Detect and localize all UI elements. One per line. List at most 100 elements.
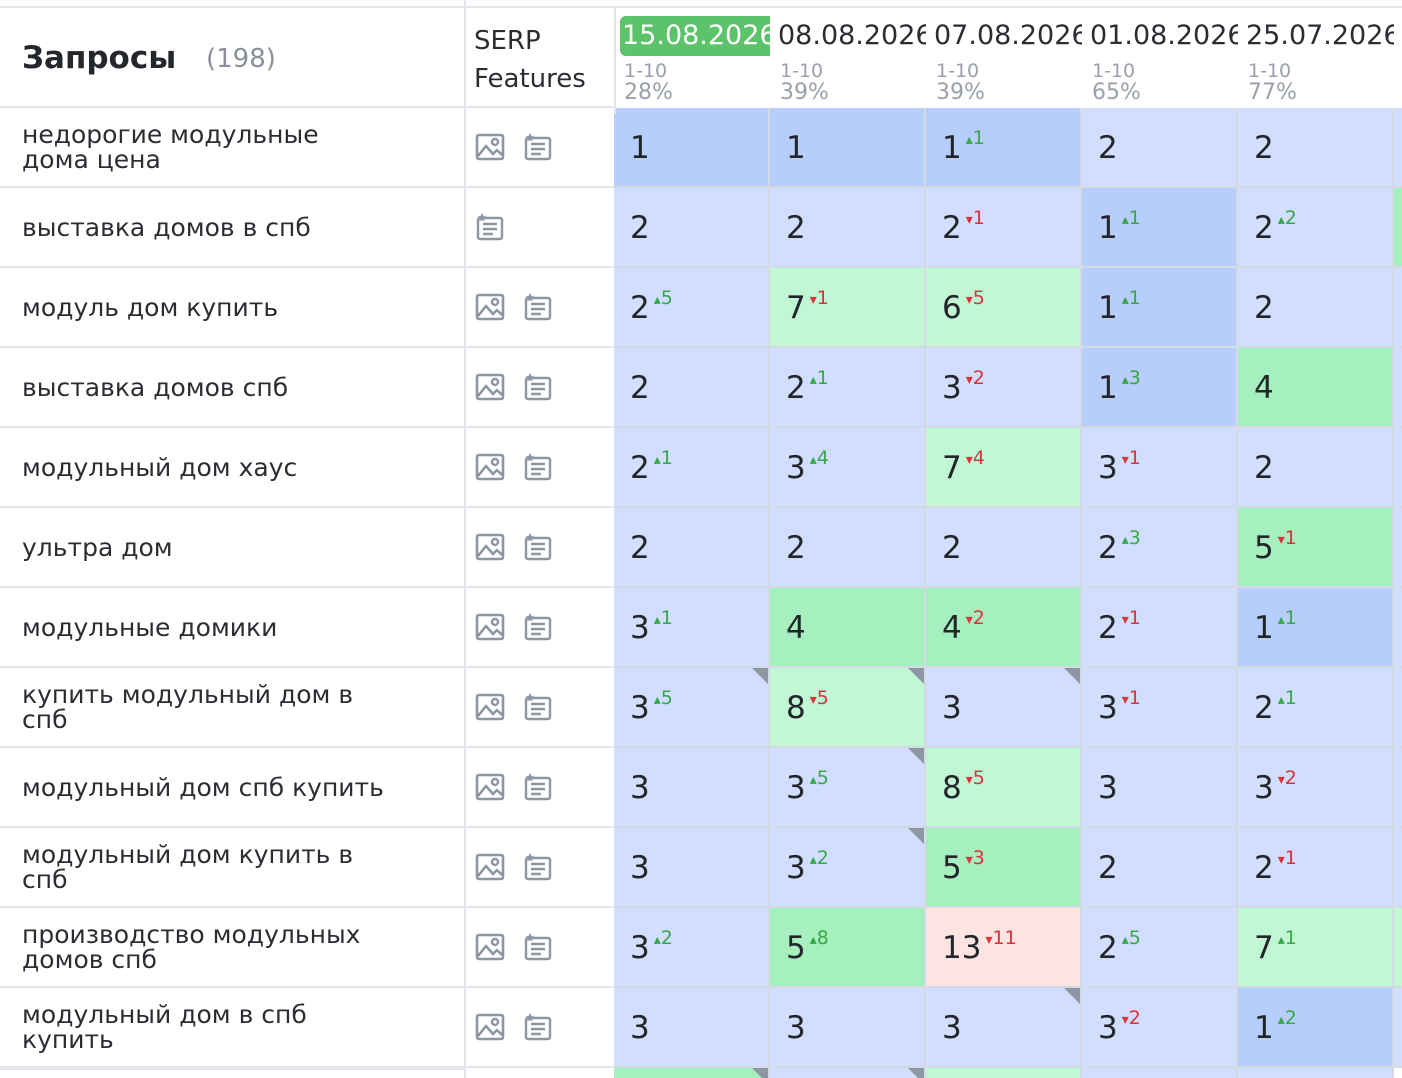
image-icon[interactable] <box>474 931 506 963</box>
query-cell[interactable]: модульный дом хаус <box>0 428 464 508</box>
position-cell[interactable]: 2 <box>1082 828 1238 908</box>
position-cell[interactable]: 2 ▴1 <box>1238 668 1394 748</box>
position-cell[interactable]: 1 ▴3 <box>1082 348 1238 428</box>
position-cell[interactable]: 8 ▾5 <box>926 748 1082 828</box>
query-cell[interactable]: ультра дом <box>0 508 464 588</box>
image-icon[interactable] <box>474 371 506 403</box>
position-cell[interactable]: 2 <box>1238 268 1394 348</box>
position-cell[interactable]: 2 ▴5 <box>1082 908 1238 988</box>
query-cell[interactable]: недорогие модульные дома цена <box>0 108 464 188</box>
position-cell[interactable]: 3 <box>1082 748 1238 828</box>
position-cell[interactable]: 3 ▾2 <box>1238 748 1394 828</box>
position-cell[interactable]: 1 ▴1 <box>1082 188 1238 268</box>
position-cell[interactable]: 3 ▾2 <box>926 348 1082 428</box>
featured-snippet-icon[interactable] <box>522 771 554 803</box>
featured-snippet-icon[interactable] <box>522 851 554 883</box>
featured-snippet-icon[interactable] <box>522 611 554 643</box>
query-cell[interactable]: модульные домики <box>0 588 464 668</box>
query-cell[interactable]: купить модульный дом в спб <box>0 668 464 748</box>
position-cell[interactable]: 2 <box>614 348 770 428</box>
position-cell[interactable]: 2 ▴1 <box>770 348 926 428</box>
query-cell[interactable]: модульный дом в спб купить <box>0 988 464 1068</box>
position-cell[interactable]: 8 ▾5 <box>770 668 926 748</box>
image-icon[interactable] <box>474 1011 506 1043</box>
featured-snippet-icon[interactable] <box>522 451 554 483</box>
position-cell[interactable]: 1 ▴1 <box>1082 268 1238 348</box>
image-icon[interactable] <box>474 451 506 483</box>
image-icon[interactable] <box>474 691 506 723</box>
query-cell[interactable]: выставка домов в спб <box>0 188 464 268</box>
position-cell[interactable]: 7 ▾4 <box>926 428 1082 508</box>
featured-snippet-icon[interactable] <box>522 291 554 323</box>
position-cell[interactable]: 3 <box>926 668 1082 748</box>
position-cell[interactable]: 2 <box>770 508 926 588</box>
date-column-header[interactable]: 15.08.2026 1-10 28% <box>614 0 770 108</box>
position-cell[interactable]: 2 ▾1 <box>1238 828 1394 908</box>
query-cell[interactable]: производство модульных домов спб <box>0 908 464 988</box>
position-cell[interactable]: 2 <box>770 188 926 268</box>
position-cell[interactable]: 5 ▾1 <box>1238 508 1394 588</box>
position-cell[interactable]: 7 ▴1 <box>1238 908 1394 988</box>
position-cell[interactable]: 3 ▴2 <box>614 908 770 988</box>
position-cell[interactable]: 2 <box>1238 108 1394 188</box>
position-cell[interactable]: 1 <box>614 108 770 188</box>
position-cell[interactable]: 3 <box>770 988 926 1068</box>
position-cell[interactable]: 2 ▴1 <box>614 428 770 508</box>
date-column-header[interactable]: 08.08.2026 1-10 39% <box>770 0 926 108</box>
position-cell[interactable]: 3 <box>614 988 770 1068</box>
position-cell[interactable]: 2 <box>926 508 1082 588</box>
featured-snippet-icon[interactable] <box>474 211 506 243</box>
position-cell[interactable]: 3 <box>926 988 1082 1068</box>
position-cell[interactable]: 4 ▾2 <box>926 588 1082 668</box>
position-cell[interactable]: 1 <box>770 108 926 188</box>
image-icon[interactable] <box>474 131 506 163</box>
featured-snippet-icon[interactable] <box>522 371 554 403</box>
featured-snippet-icon[interactable] <box>522 691 554 723</box>
position-cell[interactable]: 3 ▾1 <box>1082 428 1238 508</box>
featured-snippet-icon[interactable] <box>522 531 554 563</box>
position-cell[interactable]: 3 ▴1 <box>614 588 770 668</box>
position-cell[interactable]: 5 ▴8 <box>770 908 926 988</box>
query-cell[interactable]: модульный дом купить в спб <box>0 828 464 908</box>
position-cell[interactable]: 1 ▴1 <box>1238 588 1394 668</box>
date-column-header[interactable]: 07.08.2026 1-10 39% <box>926 0 1082 108</box>
position-cell[interactable]: 3 <box>614 748 770 828</box>
image-icon[interactable] <box>474 291 506 323</box>
position-cell[interactable]: 3 ▴2 <box>770 828 926 908</box>
query-cell[interactable]: модульный дом спб купить <box>0 748 464 828</box>
position-cell[interactable]: 2 <box>1082 108 1238 188</box>
position-cell[interactable]: 5 ▾3 <box>926 828 1082 908</box>
date-column-header[interactable]: 01.08.2026 1-10 65% <box>1082 0 1238 108</box>
query-cell[interactable]: модуль дом купить <box>0 268 464 348</box>
image-icon[interactable] <box>474 611 506 643</box>
position-cell[interactable]: 2 ▴5 <box>614 268 770 348</box>
position-cell[interactable]: 2 <box>614 508 770 588</box>
queries-header[interactable]: Запросы (198) <box>0 0 464 108</box>
date-column-header[interactable]: 25.07.2026 1-10 77% <box>1238 0 1394 108</box>
position-cell[interactable]: 4 <box>770 588 926 668</box>
position-cell[interactable]: 13 ▾11 <box>926 908 1082 988</box>
position-cell[interactable]: 3 ▾2 <box>1082 988 1238 1068</box>
position-cell[interactable]: 3 ▴5 <box>614 668 770 748</box>
image-icon[interactable] <box>474 771 506 803</box>
position-cell[interactable]: 2 ▴3 <box>1082 508 1238 588</box>
featured-snippet-icon[interactable] <box>522 931 554 963</box>
position-cell[interactable]: 3 <box>614 828 770 908</box>
position-cell[interactable]: 3 ▾1 <box>1082 668 1238 748</box>
position-cell[interactable]: 7 ▾1 <box>770 268 926 348</box>
image-icon[interactable] <box>474 851 506 883</box>
position-cell[interactable]: 2 <box>614 188 770 268</box>
position-cell[interactable]: 3 ▴5 <box>770 748 926 828</box>
featured-snippet-icon[interactable] <box>522 131 554 163</box>
position-cell[interactable]: 2 ▴2 <box>1238 188 1394 268</box>
position-cell[interactable]: 1 ▴2 <box>1238 988 1394 1068</box>
position-cell[interactable]: 6 ▾5 <box>926 268 1082 348</box>
position-cell[interactable]: 2 ▾1 <box>1082 588 1238 668</box>
position-cell[interactable]: 4 <box>1238 348 1394 428</box>
image-icon[interactable] <box>474 531 506 563</box>
position-cell[interactable]: 2 <box>1238 428 1394 508</box>
position-cell[interactable]: 3 ▴4 <box>770 428 926 508</box>
position-cell[interactable]: 2 ▾1 <box>926 188 1082 268</box>
position-cell[interactable]: 1 ▴1 <box>926 108 1082 188</box>
featured-snippet-icon[interactable] <box>522 1011 554 1043</box>
